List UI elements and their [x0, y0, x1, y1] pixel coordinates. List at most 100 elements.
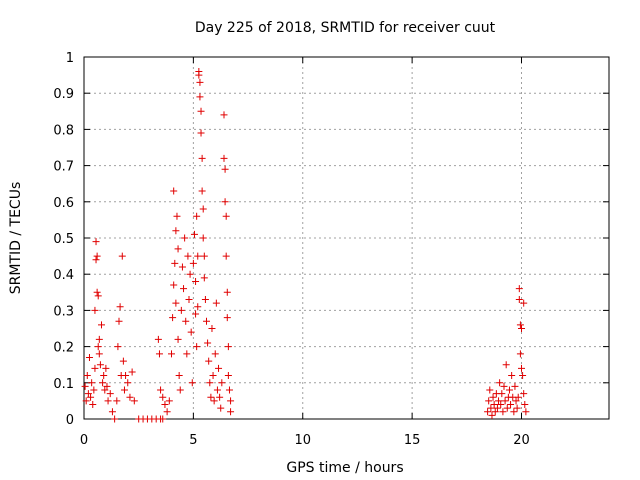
data-point: [130, 397, 138, 405]
data-point: [95, 350, 103, 358]
data-point: [174, 245, 182, 253]
data-point: [113, 397, 121, 405]
data-point: [157, 386, 165, 394]
data-point: [501, 397, 509, 405]
data-point: [212, 299, 220, 307]
data-point: [224, 343, 232, 351]
data-point: [96, 361, 104, 369]
chart-title: Day 225 of 2018, SRMTID for receiver cuu…: [195, 20, 496, 36]
data-point: [92, 256, 100, 264]
data-point: [511, 382, 519, 390]
data-point: [193, 343, 201, 351]
data-point: [82, 397, 90, 405]
data-point: [100, 372, 108, 380]
data-point: [126, 393, 134, 401]
data-point: [172, 227, 180, 235]
data-point: [516, 321, 524, 329]
data-point: [120, 386, 128, 394]
data-point: [185, 296, 193, 304]
y-tick-label: 0.4: [53, 268, 74, 283]
data-point: [91, 306, 99, 314]
data-point: [227, 408, 235, 416]
data-point: [218, 379, 226, 387]
data-point: [484, 408, 492, 416]
data-point: [102, 364, 110, 372]
data-point: [161, 401, 169, 409]
y-tick-label: 0.5: [53, 232, 74, 247]
data-point: [197, 107, 205, 115]
data-point: [503, 404, 511, 412]
data-point: [500, 382, 508, 390]
data-point: [200, 252, 208, 260]
data-point: [520, 390, 528, 398]
data-point: [189, 259, 197, 267]
data-point: [154, 335, 162, 343]
data-point: [489, 393, 497, 401]
data-point: [220, 154, 228, 162]
data-point: [521, 401, 529, 409]
x-tick-label: 10: [294, 433, 311, 448]
data-point: [111, 415, 119, 423]
data-point: [106, 390, 114, 398]
data-point: [199, 234, 207, 242]
data-point: [171, 259, 179, 267]
data-point: [507, 401, 515, 409]
data-point: [205, 357, 213, 365]
data-point: [183, 350, 191, 358]
y-tick-label: 0.2: [53, 341, 74, 356]
data-point: [498, 390, 506, 398]
data-point: [198, 154, 206, 162]
data-point: [190, 230, 198, 238]
data-point: [85, 353, 93, 361]
y-tick-label: 0.7: [53, 160, 74, 175]
data-point: [178, 263, 186, 271]
data-point: [496, 379, 504, 387]
data-point: [188, 379, 196, 387]
data-point: [485, 397, 493, 405]
data-point: [170, 281, 178, 289]
data-point: [182, 317, 190, 325]
data-point: [221, 198, 229, 206]
data-point: [168, 350, 175, 358]
data-point: [176, 386, 184, 394]
data-point: [487, 404, 495, 412]
x-tick-label: 15: [404, 433, 421, 448]
data-point: [95, 335, 103, 343]
data-point: [490, 401, 498, 409]
data-point: [181, 234, 189, 242]
data-point: [513, 404, 521, 412]
data-point: [198, 187, 206, 195]
data-point: [211, 350, 219, 358]
data-point: [81, 382, 89, 390]
data-point: [122, 372, 130, 380]
data-point: [194, 303, 202, 311]
y-tick-label: 0.6: [53, 196, 74, 211]
data-point: [93, 252, 101, 260]
data-point: [197, 129, 205, 137]
data-point: [184, 252, 192, 260]
data-point: [170, 187, 178, 195]
data-point: [502, 361, 510, 369]
data-point: [227, 397, 235, 405]
data-point: [221, 165, 229, 173]
data-point: [518, 325, 525, 332]
data-point: [515, 285, 523, 293]
data-point: [514, 393, 522, 401]
data-point: [201, 296, 209, 304]
data-point: [173, 212, 181, 220]
data-point: [512, 397, 520, 405]
data-point: [104, 397, 112, 405]
y-tick-label: 0.3: [53, 304, 74, 319]
data-point: [207, 393, 215, 401]
data-point: [499, 408, 507, 416]
data-point: [515, 296, 523, 304]
x-tick-label: 20: [513, 433, 530, 448]
grid-lines: [84, 57, 609, 419]
data-point: [488, 411, 496, 419]
data-point: [159, 415, 167, 423]
data-point: [194, 252, 202, 260]
data-point: [114, 343, 122, 351]
data-point: [172, 299, 180, 307]
data-point: [224, 372, 232, 380]
y-axis-title: SRMTID / TECUs: [8, 182, 24, 295]
